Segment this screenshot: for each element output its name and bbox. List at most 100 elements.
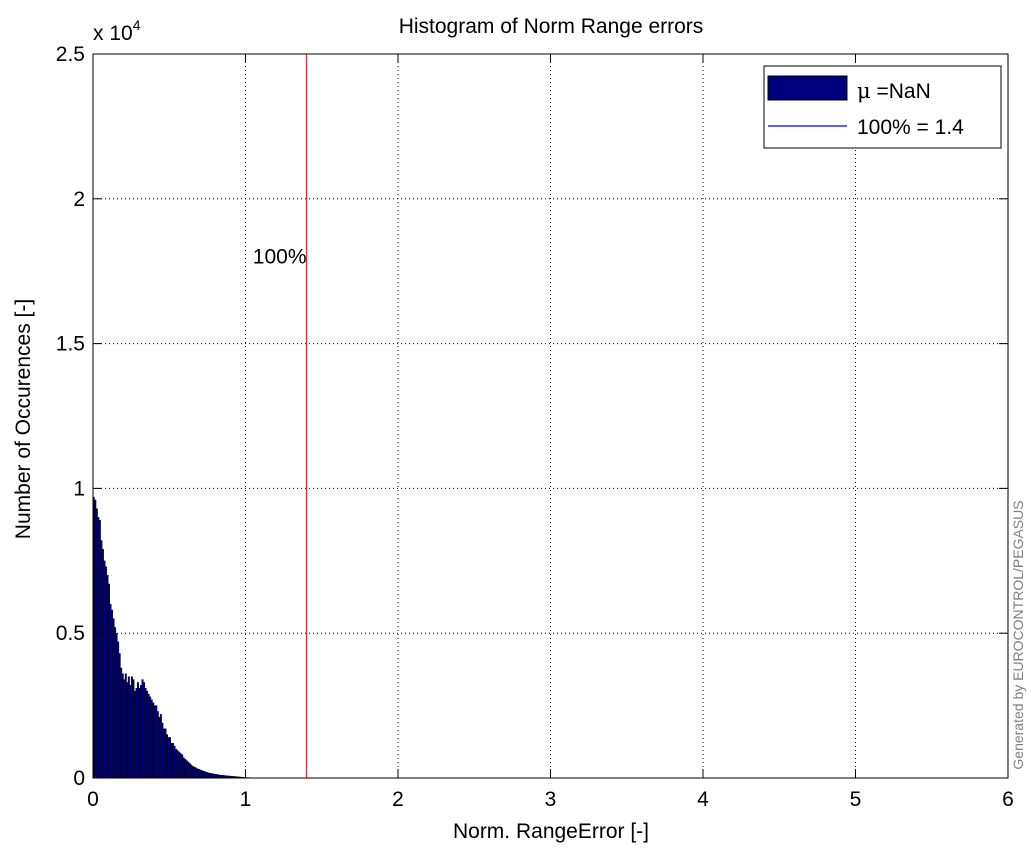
y-tick-label: 2 xyxy=(73,188,85,211)
histogram-bar xyxy=(181,754,184,779)
histogram-bar xyxy=(214,774,217,779)
histogram-bar xyxy=(188,763,191,779)
histogram-bar xyxy=(210,773,213,779)
histogram-bar xyxy=(178,751,181,779)
histogram-bar xyxy=(137,682,139,779)
histogram-bar xyxy=(205,772,208,779)
histogram-bar xyxy=(199,769,202,779)
watermark: Generated by EUROCONTROL/PEGASUS xyxy=(1010,500,1026,769)
histogram-bar xyxy=(135,688,138,779)
histogram-bar xyxy=(140,685,142,779)
histogram-bar xyxy=(100,540,103,779)
histogram-bar xyxy=(172,743,175,779)
histogram-bar xyxy=(115,633,118,779)
histogram-bar xyxy=(184,758,187,779)
histogram-bar xyxy=(98,520,101,779)
y-tick-label: 0 xyxy=(73,767,85,790)
histogram-bar xyxy=(150,699,153,779)
histogram-bar xyxy=(106,575,109,779)
histogram-bar xyxy=(108,583,110,779)
histogram-bars xyxy=(92,496,271,779)
histogram-bar xyxy=(103,560,106,779)
y-tick-labels: 0 0.5 1 1.5 2 2.5 xyxy=(56,43,85,790)
histogram-bar xyxy=(114,627,117,779)
histogram-bar xyxy=(208,772,211,779)
x-tick-labels: 0 1 2 3 4 5 6 xyxy=(87,788,1014,811)
histogram-bar xyxy=(185,760,188,779)
histogram-bar xyxy=(95,508,98,779)
y-tick-label: 1.5 xyxy=(56,333,85,356)
histogram-bar xyxy=(164,728,167,779)
histogram-bar xyxy=(123,679,126,779)
x-tick-label: 3 xyxy=(545,788,557,811)
axis-ticks xyxy=(92,53,1009,779)
histogram-bar xyxy=(126,682,129,779)
histogram-bar xyxy=(193,766,196,779)
histogram-bar xyxy=(194,767,197,779)
histogram-bar xyxy=(202,770,205,779)
histogram-bar xyxy=(162,728,165,779)
y-tick-label: 1 xyxy=(73,477,85,500)
chart-title: Histogram of Norm Range errors xyxy=(399,15,704,38)
x-tick-label: 5 xyxy=(850,788,862,811)
histogram-bar xyxy=(133,690,136,779)
histogram-bar xyxy=(211,773,214,779)
histogram-bar xyxy=(179,753,182,779)
histogram-bar xyxy=(112,618,115,779)
x-tick-label: 6 xyxy=(1002,788,1014,811)
histogram-bar xyxy=(167,737,170,779)
legend-entry-mean: μ =NaN xyxy=(857,79,931,103)
x-tick-label: 2 xyxy=(392,788,404,811)
histogram-bar xyxy=(204,771,207,779)
reference-line-label: 100% xyxy=(253,246,307,269)
histogram-bar xyxy=(141,679,144,779)
y-axis-exponent: x 104 xyxy=(93,17,141,45)
histogram-bar xyxy=(144,688,147,779)
histogram-bar xyxy=(207,772,210,779)
legend-bar-swatch xyxy=(767,75,848,101)
histogram-bar xyxy=(182,757,185,779)
histogram-bar xyxy=(146,690,149,779)
histogram-bar xyxy=(147,693,150,779)
x-tick-label: 0 xyxy=(87,788,99,811)
histogram-bar xyxy=(130,676,133,779)
legend-box xyxy=(763,65,1002,149)
histogram-bar xyxy=(127,676,130,779)
histogram-bar xyxy=(170,743,173,779)
y-axis-label: Number of Occurences [-] xyxy=(12,299,35,539)
y-tick-label: 0.5 xyxy=(56,622,85,645)
histogram-bar xyxy=(156,711,159,779)
x-tick-label: 1 xyxy=(240,788,252,811)
histogram-bar xyxy=(109,604,112,779)
histogram-bar xyxy=(159,714,162,779)
legend-entry-100pct: 100% = 1.4 xyxy=(857,116,964,139)
histogram-bar xyxy=(196,768,199,779)
histogram-bar xyxy=(216,774,219,779)
y-tick-label: 2.5 xyxy=(56,43,85,66)
histogram-bar xyxy=(118,653,121,779)
histogram-bar xyxy=(149,696,152,779)
histogram-bar xyxy=(111,609,114,779)
histogram-bar xyxy=(173,745,176,779)
histogram-bar xyxy=(198,769,200,779)
histogram-bar xyxy=(101,549,104,779)
histogram-bar xyxy=(120,667,123,779)
histogram-bar xyxy=(124,673,127,779)
histogram-bar xyxy=(121,673,124,779)
histogram-bar xyxy=(191,766,194,779)
x-axis-label: Norm. RangeError [-] xyxy=(453,820,649,843)
histogram-bar xyxy=(190,764,193,779)
histogram-bar xyxy=(201,770,203,779)
x-tick-label: 4 xyxy=(697,788,709,811)
histogram-bar xyxy=(132,679,135,779)
histogram-bar xyxy=(104,566,107,779)
histogram-bar xyxy=(175,748,178,779)
histogram-bar xyxy=(94,499,97,779)
histogram-bar xyxy=(176,750,179,779)
histogram-bar xyxy=(129,685,132,779)
histogram-bar xyxy=(158,716,161,779)
grid-lines xyxy=(93,54,1008,778)
histogram-bar xyxy=(153,705,156,779)
histogram-bar xyxy=(161,722,164,779)
